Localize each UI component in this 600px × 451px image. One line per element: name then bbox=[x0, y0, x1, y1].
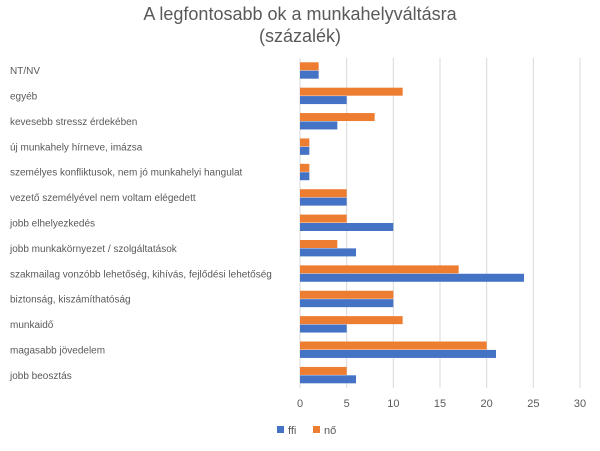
bar-ffi bbox=[300, 324, 347, 333]
bar-no bbox=[300, 265, 459, 274]
bar-no bbox=[300, 316, 403, 325]
category-label: egyéb bbox=[10, 92, 38, 103]
bar-no bbox=[300, 189, 347, 198]
x-tick-label: 10 bbox=[387, 398, 399, 410]
legend-label: ffi bbox=[288, 425, 296, 437]
legend-swatch bbox=[277, 426, 284, 433]
legend-swatch bbox=[313, 426, 320, 433]
bar-ffi bbox=[300, 146, 310, 155]
bar-no bbox=[300, 239, 338, 248]
gridlines bbox=[299, 58, 581, 388]
bar-ffi bbox=[300, 172, 310, 181]
category-label: NT/NV bbox=[10, 66, 40, 77]
x-tick-label: 0 bbox=[297, 398, 303, 410]
bar-no bbox=[300, 163, 310, 172]
category-label: munkaidő bbox=[10, 320, 54, 331]
bar-ffi bbox=[300, 197, 347, 206]
bar-no bbox=[300, 366, 347, 375]
chart-subtitle: (százalék) bbox=[258, 26, 342, 46]
x-tick-labels: 0 5 10 15 20 25 30 bbox=[297, 398, 586, 410]
bar-ffi bbox=[300, 248, 356, 257]
bar-no bbox=[300, 138, 310, 147]
bar-no bbox=[300, 62, 319, 71]
category-label: személyes konfliktusok, nem jó munkahely… bbox=[10, 168, 243, 179]
category-label: jobb beosztás bbox=[9, 371, 72, 382]
bar-no bbox=[300, 290, 394, 299]
bar-ffi bbox=[300, 121, 338, 130]
category-label: jobb munkakörnyezet / szolgáltatások bbox=[9, 244, 178, 255]
bar-ffi bbox=[300, 349, 496, 358]
bar-no bbox=[300, 113, 375, 122]
bar-ffi bbox=[300, 273, 524, 282]
bar-no bbox=[300, 87, 403, 96]
category-label: vezető személyével nem voltam elégedett bbox=[10, 193, 196, 204]
bar-ffi bbox=[300, 96, 347, 105]
chart-title: A legfontosabb ok a munkahelyváltásra bbox=[143, 4, 457, 24]
category-label: magasabb jövedelem bbox=[10, 345, 105, 356]
bar-ffi bbox=[300, 70, 319, 79]
bar-ffi bbox=[300, 375, 356, 384]
bar-no bbox=[300, 214, 347, 223]
bar-no bbox=[300, 341, 487, 350]
x-tick-label: 15 bbox=[434, 398, 446, 410]
bar-ffi bbox=[300, 299, 394, 308]
category-labels: NT/NV egyéb kevesebb stressz érdekében új m… bbox=[9, 66, 272, 382]
category-label: biztonság, kiszámíthatóság bbox=[10, 295, 131, 306]
x-tick-label: 5 bbox=[344, 398, 350, 410]
legend-label: nő bbox=[324, 425, 336, 437]
legend: ffi nő bbox=[277, 425, 336, 437]
bar-ffi bbox=[300, 223, 394, 231]
x-tick-label: 30 bbox=[574, 398, 586, 410]
x-tick-label: 20 bbox=[481, 398, 493, 410]
category-label: jobb elhelyezkedés bbox=[9, 219, 95, 230]
category-label: új munkahely hírneve, imázsa bbox=[10, 142, 143, 153]
x-tick-label: 25 bbox=[527, 398, 539, 410]
category-label: szakmailag vonzóbb lehetőség, kihívás, f… bbox=[10, 269, 272, 280]
category-label: kevesebb stressz érdekében bbox=[10, 117, 137, 128]
bars bbox=[300, 62, 524, 384]
